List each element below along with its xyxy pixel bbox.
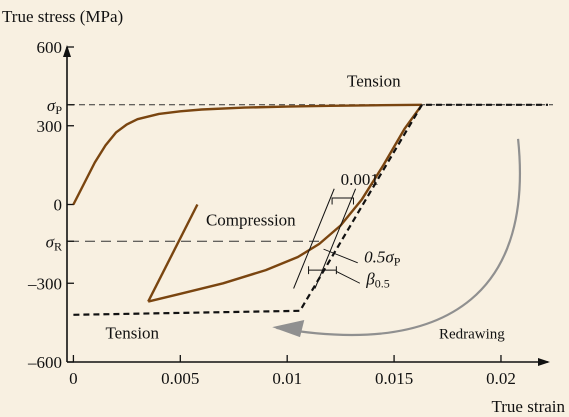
chart-annotation: Compression	[206, 211, 296, 230]
chart-annotation: Tension	[347, 71, 401, 90]
curve-series-line	[147, 203, 199, 303]
offset-line-right	[314, 188, 357, 289]
offset-line-left	[293, 188, 335, 289]
beta-leader	[336, 271, 361, 284]
x-axis-arrowhead	[538, 358, 550, 366]
symbol-annotation: β0.5	[365, 270, 389, 291]
x-tick-label: 0.02	[486, 369, 516, 388]
x-tick-label: 0.005	[161, 369, 199, 388]
y-symbol-label: σR	[46, 232, 62, 253]
y-tick-label: –300	[27, 274, 62, 293]
strain-offset-bracket	[331, 197, 354, 205]
chart-annotation: Tension	[105, 323, 159, 342]
chart-annotation: 0.001	[341, 170, 379, 189]
dashed-series-line	[73, 103, 548, 316]
y-tick-label: 600	[37, 38, 63, 57]
x-tick-label: 0.01	[272, 369, 302, 388]
y-tick-label: –600	[27, 353, 62, 372]
guide-layer	[69, 104, 553, 242]
series-layer	[72, 103, 548, 316]
y-tick-label: 300	[37, 117, 63, 136]
symbol-annotation: 0.5σP	[364, 247, 401, 268]
curve-series-line	[147, 104, 423, 303]
y-axis-label: True stress (MPa)	[2, 7, 123, 26]
redrawing-arrow	[276, 138, 521, 337]
redrawing-arrowhead	[272, 320, 305, 338]
x-tick-label: 0	[69, 369, 78, 388]
y-tick-label: 0	[54, 196, 63, 215]
chart-annotation: Redrawing	[439, 326, 505, 342]
annotation-layer: Tension Compression Tension Redrawing 0.001 0…	[105, 71, 521, 342]
y-symbol-label: σP	[47, 96, 62, 117]
curve-series-line	[72, 103, 422, 206]
x-axis-label: True strain	[491, 397, 565, 416]
axes-layer: True stress (MPa) True strain 0 0.005 0.01…	[2, 7, 565, 416]
x-tick-label: 0.015	[375, 369, 413, 388]
half-sigma-leader	[323, 248, 358, 264]
beta-bracket	[308, 266, 337, 275]
y-axis-arrowhead	[63, 45, 71, 57]
